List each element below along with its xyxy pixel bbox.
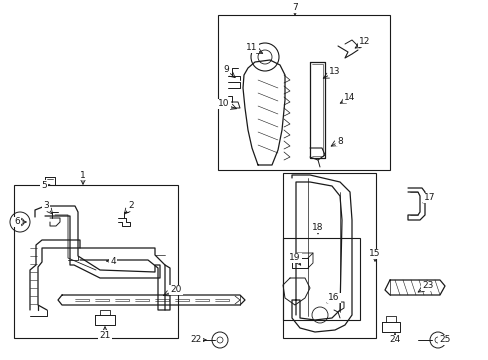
Text: 23: 23 (422, 282, 433, 291)
Text: 24: 24 (388, 336, 400, 345)
Text: 14: 14 (344, 94, 355, 103)
Text: 21: 21 (99, 330, 110, 339)
Text: 9: 9 (223, 66, 228, 75)
Text: 17: 17 (424, 194, 435, 202)
Text: 7: 7 (291, 4, 297, 13)
Bar (283, 173, 375, 338)
Text: 16: 16 (327, 293, 339, 302)
Text: 1: 1 (80, 171, 86, 180)
Text: 5: 5 (41, 180, 47, 189)
Text: 25: 25 (438, 336, 450, 345)
Text: 6: 6 (14, 217, 20, 226)
Text: 18: 18 (312, 224, 323, 233)
Bar (283, 238, 359, 320)
Text: 4: 4 (110, 256, 116, 266)
Text: 11: 11 (246, 44, 257, 53)
Text: 22: 22 (190, 336, 201, 345)
Text: 19: 19 (289, 253, 300, 262)
Text: 8: 8 (336, 136, 342, 145)
Bar (218, 15, 389, 170)
Bar (14, 185, 178, 338)
Text: 10: 10 (218, 99, 229, 108)
Text: 12: 12 (359, 37, 370, 46)
Text: 13: 13 (328, 68, 340, 77)
Text: 2: 2 (128, 202, 134, 211)
Text: 15: 15 (368, 249, 380, 258)
Text: 3: 3 (43, 202, 49, 211)
Text: 20: 20 (170, 285, 182, 294)
